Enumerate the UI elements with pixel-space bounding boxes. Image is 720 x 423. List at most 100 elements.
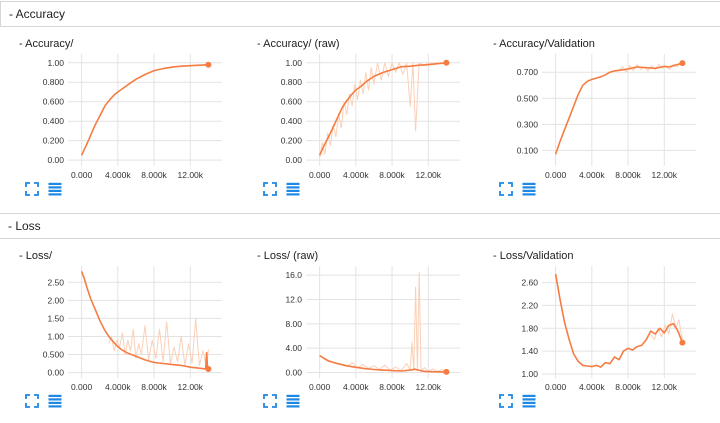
- chart-card-accuracy-raw: - Accuracy/ (raw) 0.00 0.200 0.400 0.600 0.80…: [248, 38, 478, 208]
- smoothed-series-line: [554, 62, 683, 155]
- x-tick-label: 12.00k: [416, 170, 442, 180]
- raw-series-line: [319, 271, 447, 373]
- chart-card-accuracy-validation: - Accuracy/Validation 0.100 0.300 0.500 0.70…: [484, 38, 714, 208]
- expand-icon[interactable]: [263, 182, 277, 196]
- chart-title: - Accuracy/: [19, 38, 74, 50]
- section-title: - Accuracy: [9, 7, 66, 21]
- x-tick-label: 12.00k: [178, 382, 204, 392]
- x-tick-label: 4.000k: [579, 382, 605, 392]
- y-tick-label: 0.00: [47, 155, 64, 165]
- data-table-icon[interactable]: [48, 182, 62, 196]
- x-tick-label: 8.000k: [379, 170, 405, 180]
- chart-title: - Loss/ (raw): [257, 250, 319, 262]
- y-tick-label: 1.00: [285, 58, 302, 68]
- y-tick-label: 0.500: [517, 93, 539, 103]
- y-tick-label: 2.50: [47, 277, 64, 287]
- y-tick-label: 0.400: [43, 116, 65, 126]
- series-end-marker: [205, 61, 212, 68]
- smoothed-series-line: [554, 273, 684, 368]
- y-tick-label: 4.00: [285, 343, 302, 353]
- data-table-icon[interactable]: [286, 394, 300, 408]
- raw-series-line: [650, 313, 683, 341]
- y-tick-label: 1.80: [521, 323, 538, 333]
- y-tick-label: 2.20: [521, 300, 538, 310]
- y-tick-label: 0.200: [43, 136, 65, 146]
- series-end-marker: [679, 339, 686, 346]
- chart-card-loss-raw: - Loss/ (raw) 0.00 4.00 8.00 12.0 16.0 0.000 4.…: [248, 250, 478, 420]
- expand-icon[interactable]: [263, 394, 277, 408]
- line-chart[interactable]: 1.00 1.40 1.80 2.20 2.60 0.000 4.000k 8.000k 12.…: [484, 260, 714, 398]
- y-tick-label: 1.00: [521, 369, 538, 379]
- x-tick-label: 4.000k: [579, 170, 605, 180]
- data-table-icon[interactable]: [286, 182, 300, 196]
- y-tick-label: 0.600: [43, 97, 65, 107]
- line-chart[interactable]: 0.00 0.500 1.00 1.50 2.00 2.50 0.000 4.000k 8.00…: [10, 260, 240, 398]
- chart-title: - Loss/: [19, 250, 53, 262]
- y-tick-label: 0.00: [285, 368, 302, 378]
- section-header-loss[interactable]: - Loss: [0, 213, 720, 239]
- x-tick-label: 8.000k: [141, 382, 167, 392]
- x-tick-label: 4.000k: [105, 382, 131, 392]
- x-tick-label: 4.000k: [343, 382, 369, 392]
- chart-title: - Accuracy/ (raw): [257, 38, 340, 50]
- section-title: - Loss: [8, 219, 41, 233]
- line-chart[interactable]: 0.100 0.300 0.500 0.700 0.000 4.000k 8.000k 12.…: [484, 48, 714, 186]
- y-tick-label: 2.60: [521, 278, 538, 288]
- expand-icon[interactable]: [499, 182, 513, 196]
- y-tick-label: 16.0: [285, 270, 302, 280]
- smoothed-series-line: [80, 63, 209, 156]
- chart-card-loss: - Loss/0.00 0.500 1.00 1.50 2.00 2.50 0.000 4.0…: [10, 250, 240, 420]
- x-tick-label: 0.000: [309, 382, 331, 392]
- section-header-accuracy[interactable]: - Accuracy: [0, 1, 720, 27]
- y-tick-label: 0.800: [43, 77, 65, 87]
- y-tick-label: 1.00: [47, 58, 64, 68]
- x-tick-label: 0.000: [71, 382, 93, 392]
- x-tick-label: 8.000k: [615, 170, 641, 180]
- data-table-icon[interactable]: [522, 394, 536, 408]
- y-tick-label: 0.300: [517, 119, 539, 129]
- x-tick-label: 12.00k: [416, 382, 442, 392]
- x-tick-label: 12.00k: [652, 170, 678, 180]
- y-tick-label: 12.0: [285, 294, 302, 304]
- chart-card-accuracy: - Accuracy/0.00 0.200 0.400 0.600 0.800 1.00 0…: [10, 38, 240, 208]
- y-tick-label: 0.700: [517, 67, 539, 77]
- x-tick-label: 8.000k: [615, 382, 641, 392]
- series-end-marker: [205, 365, 212, 372]
- x-tick-label: 0.000: [545, 170, 567, 180]
- y-tick-label: 0.00: [285, 155, 302, 165]
- y-tick-label: 0.400: [281, 116, 303, 126]
- y-tick-label: 0.800: [281, 77, 303, 87]
- y-tick-label: 0.500: [43, 350, 65, 360]
- line-chart[interactable]: 0.00 4.00 8.00 12.0 16.0 0.000 4.000k 8.000k 12.…: [248, 260, 478, 398]
- chart-card-loss-validation: - Loss/Validation 1.00 1.40 1.80 2.20 2.60 0.0…: [484, 250, 714, 420]
- chart-title: - Loss/Validation: [493, 250, 574, 262]
- series-end-marker: [443, 368, 450, 375]
- series-end-marker: [679, 60, 686, 67]
- x-tick-label: 12.00k: [652, 382, 678, 392]
- chart-title: - Accuracy/Validation: [493, 38, 595, 50]
- raw-series-line: [108, 317, 209, 368]
- data-table-icon[interactable]: [48, 394, 62, 408]
- x-tick-label: 0.000: [71, 170, 93, 180]
- smoothed-series-line: [80, 271, 210, 370]
- data-table-icon[interactable]: [522, 182, 536, 196]
- x-tick-label: 4.000k: [343, 170, 369, 180]
- expand-icon[interactable]: [25, 182, 39, 196]
- y-tick-label: 0.00: [47, 368, 64, 378]
- x-tick-label: 8.000k: [141, 170, 167, 180]
- x-tick-label: 4.000k: [105, 170, 131, 180]
- expand-icon[interactable]: [25, 394, 39, 408]
- expand-icon[interactable]: [499, 394, 513, 408]
- y-tick-label: 8.00: [285, 319, 302, 329]
- x-tick-label: 8.000k: [379, 382, 405, 392]
- line-chart[interactable]: 0.00 0.200 0.400 0.600 0.800 1.00 0.000 4.000k 8…: [248, 48, 478, 186]
- x-tick-label: 0.000: [309, 170, 331, 180]
- raw-series-line: [319, 62, 447, 159]
- series-end-marker: [443, 59, 450, 66]
- y-tick-label: 0.600: [281, 97, 303, 107]
- y-tick-label: 1.00: [47, 331, 64, 341]
- line-chart[interactable]: 0.00 0.200 0.400 0.600 0.800 1.00 0.000 4.000k 8…: [10, 48, 240, 186]
- y-tick-label: 1.50: [47, 313, 64, 323]
- y-tick-label: 0.100: [517, 145, 539, 155]
- y-tick-label: 2.00: [47, 295, 64, 305]
